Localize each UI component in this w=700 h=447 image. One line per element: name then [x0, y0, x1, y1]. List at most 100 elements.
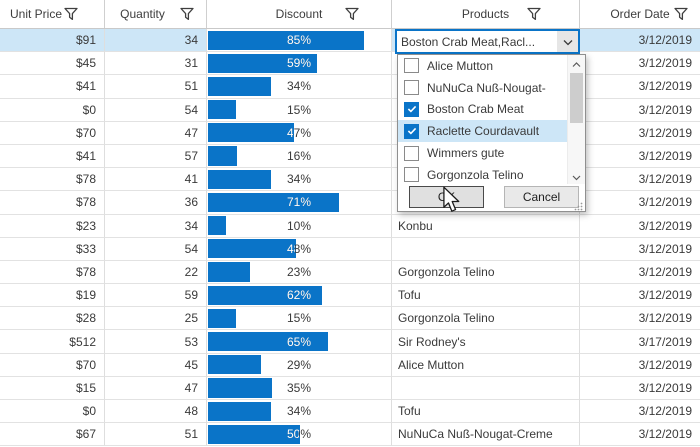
cell-unit-price[interactable]: $70 — [0, 353, 105, 377]
cell-discount[interactable]: 16% 16% — [207, 144, 392, 169]
cell-unit-price[interactable]: $512 — [0, 330, 105, 354]
cell-quantity[interactable]: 51 — [105, 423, 207, 447]
checkbox-checked[interactable] — [404, 123, 419, 139]
cell-discount[interactable]: 10% 10% — [207, 214, 392, 238]
cell-order-date[interactable]: 3/12/2019 — [580, 144, 700, 169]
cell-quantity[interactable]: 34 — [105, 214, 207, 238]
column-header-unit_price[interactable]: Unit Price — [0, 0, 105, 28]
cell-order-date[interactable]: 3/12/2019 — [580, 168, 700, 192]
cell-quantity[interactable]: 59 — [105, 284, 207, 308]
cell-discount[interactable]: 48%48% — [207, 237, 392, 261]
checkbox-unchecked[interactable] — [404, 80, 419, 96]
cell-unit-price[interactable]: $0 — [0, 98, 105, 122]
dropdown-item[interactable]: Boston Crab Meat — [398, 99, 567, 121]
dropdown-item[interactable]: Gorgonzola Telino — [398, 164, 567, 186]
scroll-up-button[interactable] — [568, 56, 585, 72]
checkbox-checked[interactable] — [404, 101, 419, 117]
cell-discount[interactable]: 15% 15% — [207, 307, 392, 331]
cell-order-date[interactable]: 3/12/2019 — [580, 237, 700, 261]
cell-unit-price[interactable]: $78 — [0, 168, 105, 192]
cell-discount[interactable]: 50%50% — [207, 423, 392, 447]
cell-quantity[interactable]: 34 — [105, 29, 207, 53]
scroll-thumb[interactable] — [570, 73, 583, 123]
cell-unit-price[interactable]: $91 — [0, 29, 105, 53]
products-cell-editor[interactable]: Boston Crab Meat,Racl... — [395, 29, 580, 54]
cell-discount[interactable]: 71% 71% — [207, 191, 392, 215]
cell-unit-price[interactable]: $78 — [0, 191, 105, 215]
cell-order-date[interactable]: 3/12/2019 — [580, 353, 700, 377]
column-header-products[interactable]: Products — [392, 0, 580, 28]
cell-discount[interactable]: 47%47% — [207, 121, 392, 145]
cell-order-date[interactable]: 3/12/2019 — [580, 400, 700, 424]
cell-products[interactable]: Tofu — [392, 400, 580, 424]
cell-discount[interactable]: 59% 59% — [207, 52, 392, 76]
cell-unit-price[interactable]: $70 — [0, 121, 105, 145]
cell-unit-price[interactable]: $15 — [0, 376, 105, 400]
popup-resize-grip[interactable] — [574, 200, 583, 211]
dropdown-item[interactable]: Wimmers gute — [398, 142, 567, 164]
filter-icon[interactable] — [345, 7, 359, 21]
cell-products[interactable]: Gorgonzola Telino — [392, 307, 580, 331]
cell-order-date[interactable]: 3/12/2019 — [580, 214, 700, 238]
cell-unit-price[interactable]: $33 — [0, 237, 105, 261]
dropdown-item[interactable]: Alice Mutton — [398, 55, 567, 77]
checkbox-unchecked[interactable] — [404, 167, 419, 183]
cell-discount[interactable]: 29% 29% — [207, 353, 392, 377]
column-header-order_date[interactable]: Order Date — [580, 0, 700, 28]
cell-unit-price[interactable]: $41 — [0, 144, 105, 169]
ok-button[interactable]: OK — [409, 186, 484, 208]
cell-order-date[interactable]: 3/12/2019 — [580, 307, 700, 331]
cancel-button[interactable]: Cancel — [504, 186, 579, 208]
filter-icon[interactable] — [527, 7, 541, 21]
cell-unit-price[interactable]: $67 — [0, 423, 105, 447]
cell-quantity[interactable]: 25 — [105, 307, 207, 331]
cell-quantity[interactable]: 45 — [105, 353, 207, 377]
cell-order-date[interactable]: 3/12/2019 — [580, 121, 700, 145]
cell-discount[interactable]: 34% 34% — [207, 168, 392, 192]
cell-order-date[interactable]: 3/12/2019 — [580, 75, 700, 99]
cell-order-date[interactable]: 3/17/2019 — [580, 330, 700, 354]
cell-quantity[interactable]: 53 — [105, 330, 207, 354]
column-header-quantity[interactable]: Quantity — [105, 0, 207, 28]
cell-discount[interactable]: 35% 35% — [207, 376, 392, 400]
cell-order-date[interactable]: 3/12/2019 — [580, 376, 700, 400]
cell-order-date[interactable]: 3/12/2019 — [580, 52, 700, 76]
cell-products[interactable]: Konbu — [392, 214, 580, 238]
cell-quantity[interactable]: 47 — [105, 121, 207, 145]
cell-order-date[interactable]: 3/12/2019 — [580, 284, 700, 308]
cell-order-date[interactable]: 3/12/2019 — [580, 260, 700, 285]
cell-discount[interactable]: 23% 23% — [207, 260, 392, 285]
cell-quantity[interactable]: 48 — [105, 400, 207, 424]
cell-products[interactable]: Gorgonzola Telino — [392, 260, 580, 285]
cell-unit-price[interactable]: $41 — [0, 75, 105, 99]
cell-quantity[interactable]: 36 — [105, 191, 207, 215]
cell-quantity[interactable]: 57 — [105, 144, 207, 169]
cell-products[interactable]: NuNuCa Nuß-Nougat-Creme — [392, 423, 580, 447]
cell-order-date[interactable]: 3/12/2019 — [580, 98, 700, 122]
cell-quantity[interactable]: 31 — [105, 52, 207, 76]
cell-order-date[interactable]: 3/12/2019 — [580, 191, 700, 215]
cell-discount[interactable]: 62% 62% — [207, 284, 392, 308]
dropdown-item[interactable]: NuNuCa Nuß-Nougat- — [398, 77, 567, 99]
cell-discount[interactable]: 34% 34% — [207, 400, 392, 424]
cell-discount[interactable]: 85% 85% — [207, 29, 392, 53]
cell-products[interactable]: Tofu — [392, 284, 580, 308]
column-header-discount[interactable]: Discount — [207, 0, 392, 28]
editor-dropdown-button[interactable] — [557, 31, 578, 52]
cell-quantity[interactable]: 47 — [105, 376, 207, 400]
cell-order-date[interactable]: 3/12/2019 — [580, 29, 700, 53]
cell-unit-price[interactable]: $45 — [0, 52, 105, 76]
dropdown-scrollbar[interactable] — [567, 55, 585, 186]
cell-quantity[interactable]: 54 — [105, 98, 207, 122]
cell-products[interactable]: Sir Rodney's — [392, 330, 580, 354]
cell-discount[interactable]: 65% 65% — [207, 330, 392, 354]
dropdown-item[interactable]: Raclette Courdavault — [398, 120, 567, 143]
cell-quantity[interactable]: 22 — [105, 260, 207, 285]
cell-quantity[interactable]: 51 — [105, 75, 207, 99]
checkbox-unchecked[interactable] — [404, 145, 419, 161]
scroll-down-button[interactable] — [568, 169, 585, 185]
filter-icon[interactable] — [674, 7, 688, 21]
cell-unit-price[interactable]: $23 — [0, 214, 105, 238]
filter-icon[interactable] — [180, 7, 194, 21]
cell-order-date[interactable]: 3/12/2019 — [580, 423, 700, 447]
